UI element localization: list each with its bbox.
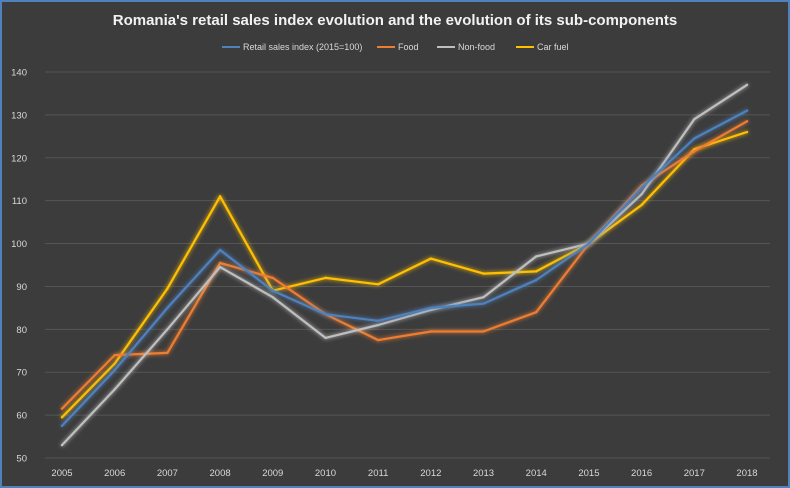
data-point bbox=[693, 117, 696, 121]
series-line bbox=[60, 109, 749, 427]
x-tick-label: 2010 bbox=[315, 468, 336, 479]
data-point bbox=[376, 319, 380, 322]
series-line bbox=[60, 130, 749, 419]
data-point bbox=[376, 323, 380, 327]
data-point bbox=[166, 306, 169, 310]
data-point bbox=[482, 330, 485, 333]
x-tick-label: 2018 bbox=[736, 468, 757, 479]
series-3 bbox=[60, 130, 749, 419]
x-tick-label: 2015 bbox=[578, 468, 599, 479]
data-point bbox=[324, 313, 327, 316]
grid-layer bbox=[45, 71, 770, 459]
data-point bbox=[482, 302, 485, 305]
data-point bbox=[745, 120, 749, 123]
data-point bbox=[271, 289, 274, 292]
legend-label: Retail sales index (2015=100) bbox=[243, 42, 362, 52]
data-point bbox=[113, 368, 116, 372]
data-point bbox=[113, 362, 116, 365]
series-2 bbox=[60, 83, 749, 447]
data-point bbox=[745, 130, 749, 134]
data-point bbox=[60, 443, 64, 447]
x-tick-label: 2009 bbox=[262, 468, 283, 479]
data-point bbox=[60, 416, 64, 419]
data-point bbox=[482, 295, 485, 299]
legend-label: Non-food bbox=[458, 42, 495, 52]
legend-item-1: Food bbox=[377, 42, 419, 52]
chart-title: Romania's retail sales index evolution a… bbox=[113, 12, 678, 29]
data-point bbox=[113, 353, 116, 357]
data-point bbox=[535, 278, 538, 282]
x-tick-label: 2012 bbox=[420, 468, 441, 479]
y-tick-label: 120 bbox=[11, 153, 27, 164]
y-tick-label: 130 bbox=[11, 110, 27, 121]
x-tick-label: 2006 bbox=[104, 468, 125, 479]
legend-label: Car fuel bbox=[537, 42, 569, 52]
data-point bbox=[429, 308, 433, 312]
x-tick-label: 2016 bbox=[631, 468, 652, 479]
legend-item-2: Non-food bbox=[437, 42, 495, 52]
y-tick-label: 50 bbox=[16, 454, 27, 465]
data-point bbox=[640, 193, 643, 196]
y-tick-label: 80 bbox=[16, 325, 27, 336]
y-tick-label: 110 bbox=[12, 196, 27, 207]
x-axis: 2005 2006 2007 2008 2009 2010 2011 2012 2013 2014… bbox=[51, 468, 757, 479]
data-point bbox=[218, 248, 222, 252]
x-tick-label: 2017 bbox=[684, 468, 705, 479]
data-point bbox=[113, 388, 116, 391]
data-point bbox=[218, 265, 222, 269]
legend-label: Food bbox=[398, 42, 419, 52]
data-point bbox=[218, 195, 222, 198]
series-0 bbox=[60, 109, 749, 428]
data-point bbox=[60, 424, 64, 428]
data-point bbox=[376, 338, 380, 342]
y-tick-label: 140 bbox=[11, 68, 27, 79]
data-point bbox=[324, 336, 327, 340]
x-tick-label: 2013 bbox=[473, 468, 494, 479]
data-point bbox=[60, 407, 64, 410]
data-point bbox=[535, 255, 538, 258]
data-point bbox=[587, 242, 591, 245]
x-tick-label: 2014 bbox=[526, 468, 547, 479]
data-point bbox=[745, 83, 749, 87]
y-tick-label: 100 bbox=[11, 239, 27, 250]
x-tick-label: 2005 bbox=[51, 468, 72, 479]
data-point bbox=[693, 150, 696, 153]
data-point bbox=[535, 310, 538, 314]
data-point bbox=[271, 295, 274, 299]
data-point bbox=[166, 287, 169, 290]
data-point bbox=[271, 276, 274, 280]
data-point bbox=[166, 328, 169, 331]
legend-item-3: Car fuel bbox=[516, 42, 569, 52]
data-point bbox=[218, 261, 222, 265]
y-axis: 50 60 70 80 90 100 110 120 130 140 bbox=[11, 68, 27, 465]
legend: Retail sales index (2015=100) Food Non-foo… bbox=[222, 42, 569, 52]
y-tick-label: 90 bbox=[16, 282, 27, 293]
data-point bbox=[745, 109, 749, 112]
data-point bbox=[324, 276, 327, 280]
series-line bbox=[60, 120, 749, 410]
data-point bbox=[429, 330, 433, 333]
series-line bbox=[60, 83, 749, 447]
series-1 bbox=[60, 120, 749, 410]
x-tick-label: 2008 bbox=[210, 468, 231, 479]
data-point bbox=[640, 186, 643, 189]
data-point bbox=[376, 283, 380, 286]
x-tick-label: 2007 bbox=[157, 468, 178, 479]
y-tick-label: 60 bbox=[16, 411, 27, 422]
data-point bbox=[693, 137, 696, 140]
legend-item-0: Retail sales index (2015=100) bbox=[222, 42, 362, 52]
data-point bbox=[166, 351, 169, 355]
y-tick-label: 70 bbox=[16, 368, 27, 379]
data-point bbox=[640, 203, 643, 207]
data-point bbox=[429, 257, 433, 260]
data-point bbox=[482, 272, 485, 275]
x-tick-label: 2011 bbox=[368, 468, 388, 479]
data-point bbox=[429, 306, 433, 310]
data-point bbox=[535, 270, 538, 273]
series-layer bbox=[60, 83, 749, 447]
